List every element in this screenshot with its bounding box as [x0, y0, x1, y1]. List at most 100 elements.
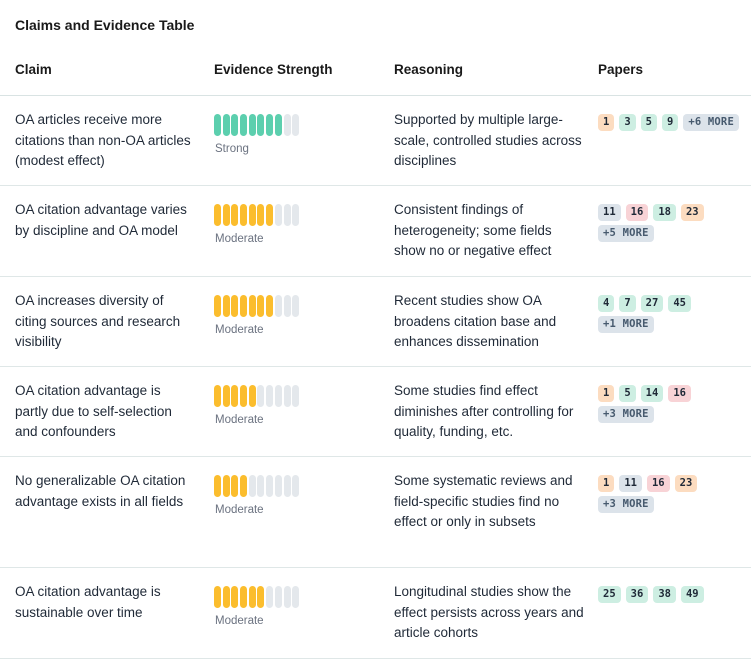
paper-badge[interactable]: 1 [598, 385, 615, 402]
paper-badges: 1 3 5 9 +6 MORE [598, 112, 748, 133]
paper-badge[interactable]: 9 [661, 114, 679, 131]
paper-badge[interactable]: 4 [598, 295, 615, 312]
table-title: Claims and Evidence Table [15, 17, 195, 33]
strength-segment-filled [240, 586, 248, 608]
paper-badge[interactable]: 23 [680, 204, 704, 221]
more-papers-button[interactable]: +3 MORE [598, 406, 654, 423]
strength-segment-filled [248, 204, 256, 226]
strength-segment-empty [274, 385, 282, 407]
paper-badge[interactable]: 11 [598, 204, 621, 221]
strength-segment-empty [266, 385, 274, 407]
strength-segment-filled [231, 586, 239, 608]
strength-segment-empty [274, 204, 282, 226]
strength-segment-filled [222, 586, 230, 608]
strength-label: Strong [215, 143, 249, 155]
paper-badge[interactable]: 27 [640, 295, 664, 312]
paper-badge[interactable]: 1 [598, 475, 615, 492]
strength-segment-empty [283, 204, 291, 226]
paper-badge[interactable]: 3 [619, 114, 636, 131]
strength-segment-filled [231, 475, 239, 497]
strength-segment-empty [292, 586, 300, 608]
strength-segment-empty [292, 475, 300, 497]
strength-segment-empty [283, 475, 291, 497]
reasoning-text: Consistent findings of heterogeneity; so… [394, 202, 552, 258]
strength-segment-filled [231, 295, 239, 317]
paper-badge[interactable]: 11 [619, 475, 642, 492]
header-claim: Claim [15, 62, 52, 77]
claim-text: OA citation advantage is partly due to s… [15, 383, 172, 439]
table-header: Claim Evidence Strength Reasoning Papers [0, 60, 751, 96]
more-papers-button[interactable]: +5 MORE [598, 225, 654, 242]
strength-segment-filled [222, 385, 230, 407]
strength-segment-filled [274, 114, 282, 136]
more-papers-button[interactable]: +1 MORE [598, 316, 654, 333]
table-row: No generalizable OA citation advantage e… [0, 456, 751, 568]
strength-label: Moderate [215, 414, 264, 426]
strength-segment-filled [257, 204, 265, 226]
reasoning-text: Some studies find effect diminishes afte… [394, 383, 574, 439]
strength-segment-empty [292, 295, 300, 317]
reasoning-text: Some systematic reviews and field-specif… [394, 473, 573, 529]
paper-badges: 4 7 27 45 +1 MORE [598, 293, 748, 335]
claim-text: OA articles receive more citations than … [15, 112, 191, 168]
reasoning-text: Recent studies show OA broadens citation… [394, 293, 557, 349]
strength-label: Moderate [215, 233, 264, 245]
paper-badge[interactable]: 5 [619, 385, 636, 402]
strength-segment-filled [214, 204, 221, 226]
strength-segment-empty [248, 475, 256, 497]
paper-badge[interactable]: 16 [668, 385, 691, 402]
strength-segment-filled [248, 114, 256, 136]
strength-segment-filled [266, 295, 274, 317]
strength-segment-empty [274, 295, 282, 317]
paper-badge[interactable]: 5 [640, 114, 657, 131]
strength-segment-empty [266, 586, 274, 608]
paper-badges: 1 11 16 23 +3 MORE [598, 473, 748, 515]
evidence-strength-meter [214, 385, 301, 407]
paper-badge[interactable]: 7 [619, 295, 636, 312]
paper-badge[interactable]: 18 [653, 204, 676, 221]
strength-segment-filled [240, 204, 248, 226]
strength-label: Moderate [215, 504, 264, 516]
header-papers: Papers [598, 62, 644, 77]
paper-badge[interactable]: 25 [598, 586, 621, 603]
strength-segment-filled [222, 204, 230, 226]
paper-badge[interactable]: 14 [640, 385, 664, 402]
strength-segment-filled [231, 114, 239, 136]
paper-badge[interactable]: 23 [674, 475, 698, 492]
strength-segment-filled [214, 475, 221, 497]
strength-segment-filled [248, 295, 256, 317]
paper-badge[interactable]: 16 [646, 475, 670, 492]
strength-segment-empty [257, 385, 265, 407]
paper-badge[interactable]: 45 [668, 295, 691, 312]
strength-segment-empty [292, 204, 300, 226]
strength-label: Moderate [215, 615, 264, 627]
strength-segment-filled [214, 114, 221, 136]
strength-segment-empty [292, 385, 300, 407]
claim-text: OA citation advantage varies by discipli… [15, 202, 187, 238]
evidence-strength-meter [214, 204, 301, 226]
strength-segment-filled [257, 295, 265, 317]
strength-segment-filled [257, 586, 265, 608]
strength-segment-filled [248, 586, 256, 608]
strength-segment-empty [283, 586, 291, 608]
strength-segment-filled [231, 385, 239, 407]
strength-segment-filled [222, 114, 230, 136]
paper-badge[interactable]: 16 [625, 204, 649, 221]
paper-badge[interactable]: 49 [680, 586, 704, 603]
paper-badge[interactable]: 36 [625, 586, 649, 603]
paper-badges: 11 16 18 23 +5 MORE [598, 202, 748, 244]
strength-segment-filled [240, 385, 248, 407]
paper-badge[interactable]: 38 [653, 586, 676, 603]
strength-segment-empty [283, 295, 291, 317]
claim-text: OA citation advantage is sustainable ove… [15, 584, 161, 620]
more-papers-button[interactable]: +3 MORE [598, 496, 654, 513]
strength-segment-filled [248, 385, 256, 407]
more-papers-button[interactable]: +6 MORE [683, 114, 739, 131]
claim-text: OA increases diversity of citing sources… [15, 293, 181, 349]
table-row: OA citation advantage is partly due to s… [0, 366, 751, 457]
table-row: OA articles receive more citations than … [0, 95, 751, 186]
paper-badge[interactable]: 1 [598, 114, 615, 131]
paper-badges: 25 36 38 49 [598, 584, 748, 605]
evidence-strength-meter [214, 114, 301, 136]
